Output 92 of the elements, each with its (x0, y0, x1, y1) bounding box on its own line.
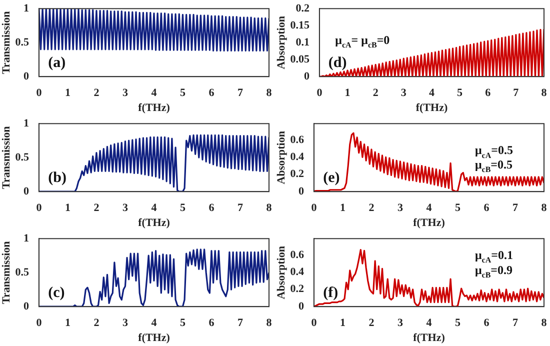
x-tick-label: 4 (151, 317, 158, 330)
y-tick-label: 0.2 (290, 283, 304, 296)
y-tick-label: 0 (304, 70, 310, 82)
x-tick-label: 8 (541, 202, 548, 214)
x-tick-label: 4 (426, 317, 432, 330)
x-tick-label: 1 (64, 317, 70, 330)
x-tick-label: 1 (64, 202, 70, 214)
x-axis-title: f(THz) (413, 332, 446, 344)
y-tick-label: 0.6 (290, 248, 304, 261)
y-tick-label: 0.05 (290, 53, 310, 66)
x-tick-label: 0 (36, 202, 42, 214)
x-tick-label: 4 (151, 87, 158, 100)
x-tick-label: 3 (122, 87, 128, 100)
x-tick-label: 7 (512, 202, 518, 214)
x-tick-label: 2 (94, 202, 100, 214)
y-axis-title: Transmission (0, 11, 12, 74)
x-tick-label: 8 (541, 317, 548, 330)
x-axis-title: f(THz) (138, 332, 170, 344)
y-axis-title: Absorption (275, 246, 288, 300)
x-tick-label: 5 (180, 317, 186, 330)
y-tick-label: 0.6 (290, 134, 304, 146)
y-axis-title: Absorption (275, 131, 288, 184)
x-tick-label: 6 (485, 87, 492, 100)
y-tick-label: 0.15 (290, 19, 310, 32)
x-tick-label: 3 (400, 87, 407, 100)
x-tick-label: 7 (237, 202, 244, 214)
x-tick-label: 8 (541, 87, 548, 100)
x-tick-label: 1 (64, 87, 70, 100)
annotation: (b) (48, 170, 66, 186)
annotation: (f) (323, 285, 338, 302)
x-tick-label: 5 (180, 87, 186, 100)
y-axis-title: Transmission (0, 241, 12, 304)
x-tick-label: 4 (151, 202, 158, 214)
annotation: (c) (48, 285, 65, 302)
annotation: (e) (323, 170, 340, 186)
x-tick-label: 4 (428, 87, 435, 100)
x-tick-label: 3 (397, 202, 404, 214)
y-tick-label: 0.2 (290, 168, 304, 180)
x-tick-label: 2 (372, 87, 379, 100)
y-tick-label: 0 (298, 300, 304, 312)
x-tick-label: 6 (484, 317, 490, 330)
x-tick-label: 3 (397, 317, 404, 330)
x-tick-label: 1 (340, 317, 346, 330)
x-axis-title: f(THz) (416, 102, 448, 114)
y-axis-title: Transmission (0, 126, 12, 189)
y-tick-label: 1 (23, 232, 29, 244)
x-tick-label: 7 (513, 87, 520, 100)
x-tick-label: 2 (368, 317, 375, 330)
x-tick-label: 1 (344, 87, 350, 100)
x-tick-label: 8 (266, 87, 272, 100)
x-tick-label: 2 (368, 202, 375, 214)
x-tick-label: 5 (180, 202, 186, 214)
y-tick-label: 0.1 (296, 36, 310, 48)
y-tick-label: 0.5 (15, 36, 30, 48)
x-axis-title: f(THz) (138, 102, 170, 114)
x-tick-label: 3 (122, 202, 128, 214)
x-tick-label: 8 (266, 317, 272, 330)
x-tick-label: 2 (94, 87, 100, 100)
x-tick-label: 5 (454, 317, 461, 330)
x-tick-label: 4 (426, 202, 432, 214)
y-tick-label: 0 (23, 300, 30, 312)
x-tick-label: 6 (208, 87, 215, 100)
x-tick-label: 7 (512, 317, 518, 330)
y-tick-label: 0.4 (290, 151, 304, 164)
y-tick-label: 0 (23, 185, 30, 198)
x-axis-title: f(THz) (413, 217, 446, 230)
x-tick-label: 7 (237, 87, 244, 100)
x-tick-label: 7 (237, 317, 244, 330)
y-tick-label: 0 (298, 185, 304, 198)
y-tick-label: 0 (23, 70, 30, 82)
x-tick-label: 6 (484, 202, 490, 214)
x-tick-label: 5 (454, 202, 461, 214)
y-tick-label: 0.4 (290, 266, 304, 278)
y-axis-title: Absorption (275, 16, 288, 70)
x-axis-title: f(THz) (138, 217, 170, 230)
x-tick-label: 0 (36, 87, 42, 100)
x-tick-label: 5 (457, 87, 464, 100)
x-tick-label: 6 (208, 317, 215, 330)
x-tick-label: 0 (36, 317, 42, 330)
y-tick-label: 0.2 (296, 2, 310, 14)
x-tick-label: 6 (208, 202, 215, 214)
y-tick-label: 0.5 (15, 266, 30, 278)
y-tick-label: 1 (23, 117, 29, 130)
annotation: (a) (48, 55, 66, 72)
x-tick-label: 8 (266, 202, 272, 214)
y-tick-label: 1 (23, 2, 29, 14)
y-tick-label: 0.5 (15, 151, 30, 164)
x-tick-label: 2 (94, 317, 100, 330)
x-tick-label: 3 (122, 317, 128, 330)
annotation: (d) (328, 55, 347, 72)
x-tick-label: 1 (340, 202, 346, 214)
x-tick-label: 0 (316, 87, 323, 100)
